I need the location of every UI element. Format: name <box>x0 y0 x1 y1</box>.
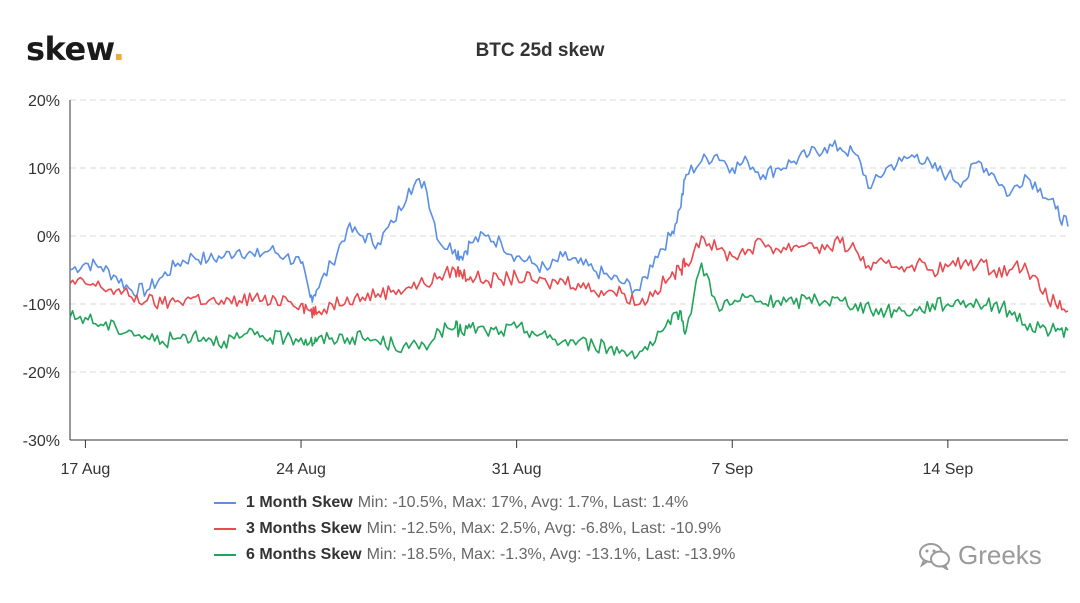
series-line-3-months-skew <box>69 235 1069 319</box>
legend-series-stats: Min: -12.5%, Max: 2.5%, Avg: -6.8%, Last… <box>366 520 722 537</box>
watermark: Greeks <box>918 540 1042 571</box>
brand-dot: . <box>112 30 125 68</box>
legend-series-name: 3 Months Skew <box>246 520 362 537</box>
legend-swatch-1-month <box>214 502 236 504</box>
series-lines <box>69 139 1069 360</box>
x-tick-label: 14 Sep <box>923 461 974 478</box>
x-tick-label: 31 Aug <box>492 461 542 478</box>
legend-series-stats: Min: -18.5%, Max: -1.3%, Avg: -13.1%, La… <box>366 546 736 563</box>
y-tick-label: 20% <box>28 93 60 110</box>
brand-name: skew <box>26 30 113 68</box>
x-tick-label: 17 Aug <box>60 461 110 478</box>
legend-swatch-6-months <box>214 554 236 556</box>
y-tick-label: 0% <box>37 229 60 246</box>
series-line-6-months-skew <box>69 262 1069 360</box>
y-tick-label: -10% <box>23 297 60 314</box>
legend: 1 Month Skew Min: -10.5%, Max: 17%, Avg:… <box>214 490 735 568</box>
chart-title: BTC 25d skew <box>475 40 605 61</box>
wechat-icon <box>919 542 950 570</box>
legend-series-name: 6 Months Skew <box>246 546 362 563</box>
y-tick-label: 10% <box>28 161 60 178</box>
y-tick-label: -30% <box>23 433 60 450</box>
series-line-1-month-skew <box>69 139 1069 303</box>
legend-series-stats: Min: -10.5%, Max: 17%, Avg: 1.7%, Last: … <box>357 494 689 511</box>
legend-swatch-3-months <box>214 528 236 530</box>
x-tick-label: 24 Aug <box>276 461 326 478</box>
y-tick-label: -20% <box>23 365 60 382</box>
x-tick-label: 7 Sep <box>711 461 753 478</box>
legend-item-6-months[interactable]: 6 Months Skew Min: -18.5%, Max: -1.3%, A… <box>214 542 735 568</box>
axes: 20% 10% 0% -10% -20% -30%17 Aug 24 Aug 31 Aug 7 … <box>23 93 1068 478</box>
brand-logo: skew. <box>26 30 125 68</box>
watermark-text: Greeks <box>958 540 1042 570</box>
legend-item-1-month[interactable]: 1 Month Skew Min: -10.5%, Max: 17%, Avg:… <box>214 490 735 516</box>
gridlines <box>70 99 1068 373</box>
legend-item-3-months[interactable]: 3 Months Skew Min: -12.5%, Max: 2.5%, Av… <box>214 516 735 542</box>
legend-series-name: 1 Month Skew <box>246 494 353 511</box>
